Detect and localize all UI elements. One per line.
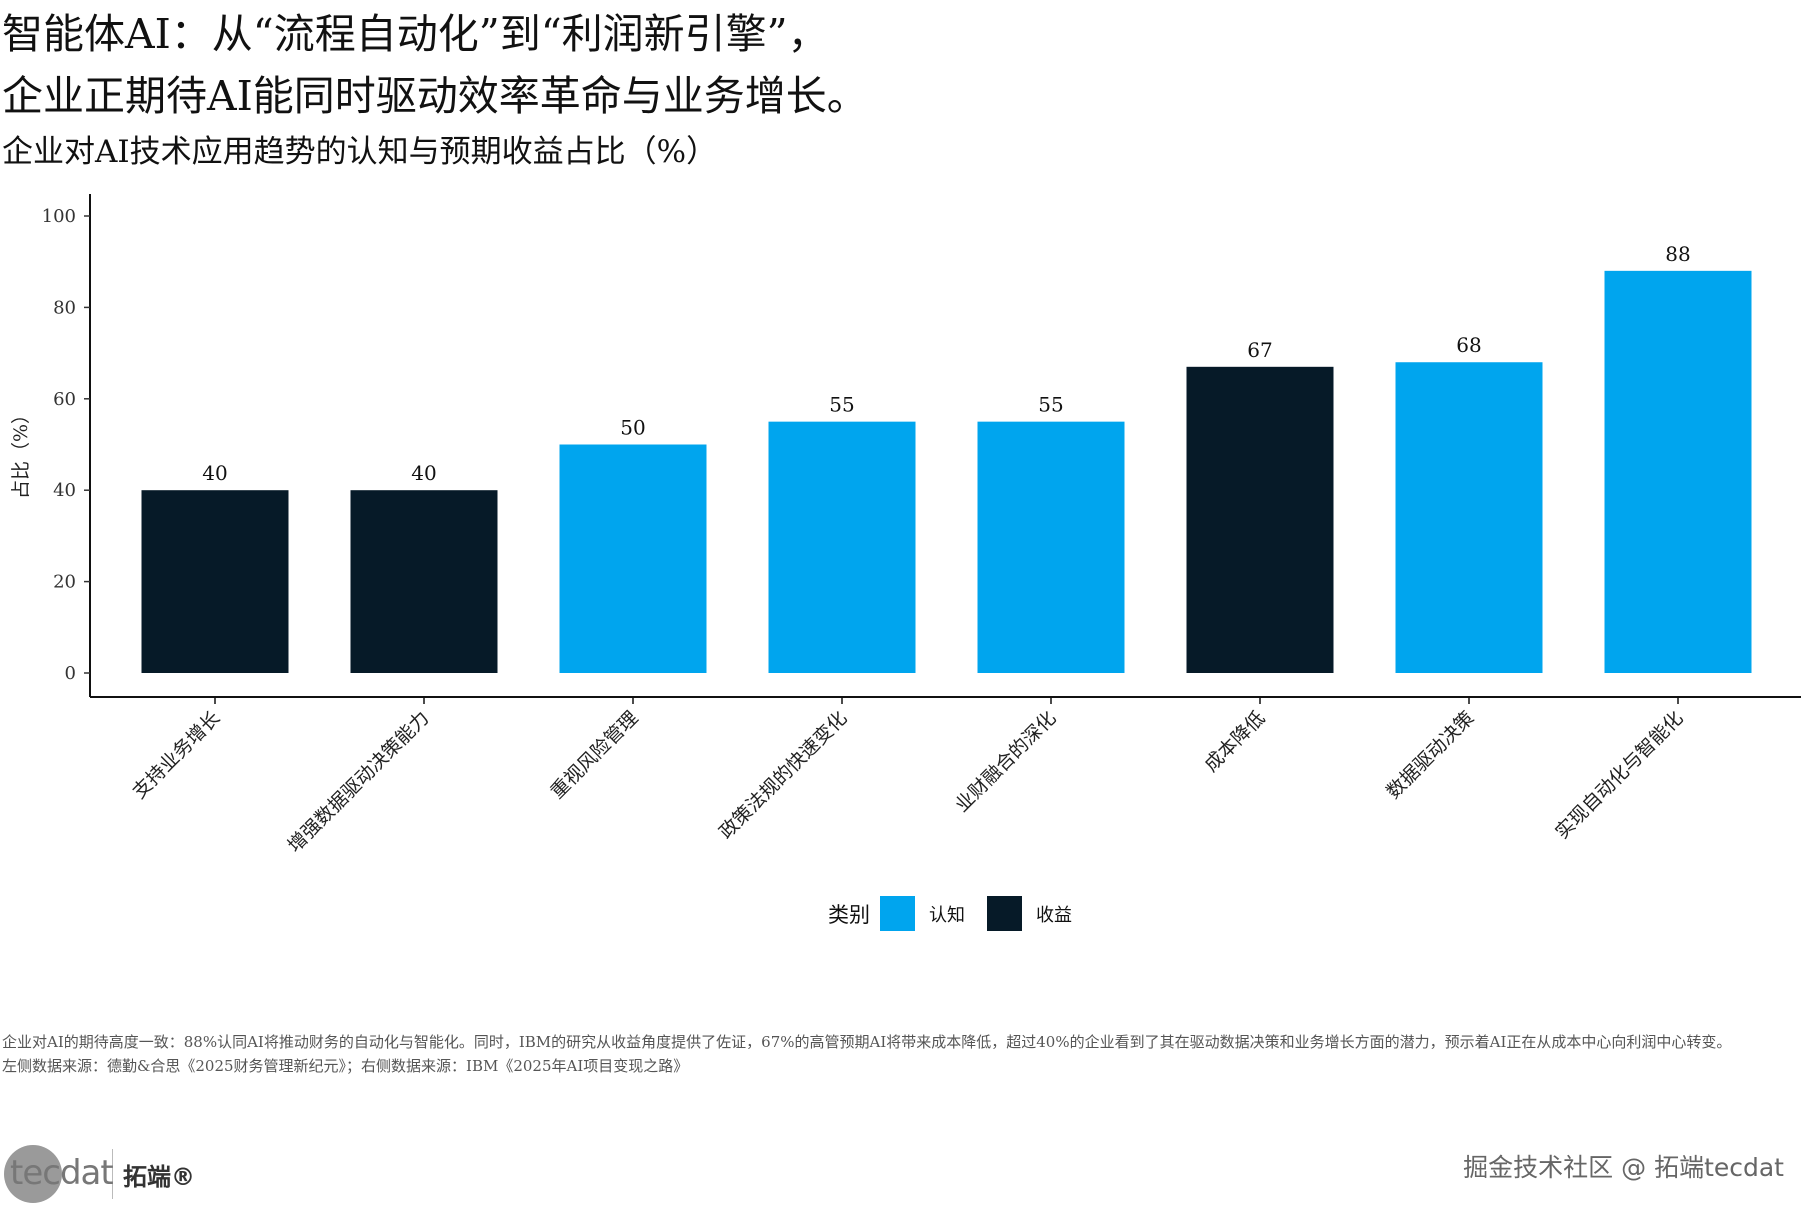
footnote: 企业对AI的期待高度一致：88%认同AI将推动财务的自动化与智能化。同时，IBM… xyxy=(2,1033,1732,1051)
legend: 类别 认知 收益 xyxy=(828,896,1084,931)
bar-value-label: 50 xyxy=(620,416,645,440)
bar-8 xyxy=(1604,270,1752,673)
tecdat-logo: tecdat 拓端® xyxy=(4,1145,195,1203)
x-tick-label: 重视风险管理 xyxy=(546,707,642,803)
bar-1 xyxy=(141,490,289,673)
bar-value-label: 88 xyxy=(1665,242,1690,266)
data-source: 左侧数据来源：德勤&合思《2025财务管理新纪元》；右侧数据来源：IBM《202… xyxy=(2,1057,689,1075)
bar-value-label: 67 xyxy=(1247,338,1272,362)
watermark: 掘金技术社区 @ 拓端tecdat xyxy=(1463,1153,1784,1182)
x-tick-label: 成本降低 xyxy=(1200,707,1269,776)
y-tick-label: 0 xyxy=(65,663,76,684)
x-tick-label: 数据驱动决策 xyxy=(1382,707,1478,803)
bar-4 xyxy=(768,421,916,673)
y-tick-label: 20 xyxy=(53,572,76,593)
y-axis-title: 占比（%） xyxy=(10,405,32,499)
legend-title: 类别 xyxy=(828,902,870,927)
logo-divider xyxy=(112,1149,113,1199)
x-tick-label: 政策法规的快速变化 xyxy=(715,707,851,843)
bar-2 xyxy=(350,490,498,673)
legend-label-cognition: 认知 xyxy=(929,904,965,926)
x-tick-label: 增强数据驱动决策能力 xyxy=(284,707,434,857)
logo-circle xyxy=(4,1145,62,1203)
bar-7 xyxy=(1395,362,1543,673)
bar-5 xyxy=(977,421,1125,673)
x-tick-label: 业财融合的深化 xyxy=(951,707,1061,817)
bar-value-label: 40 xyxy=(202,461,227,485)
title-line-1: 智能体AI：从“流程自动化”到“利润新引擎”， xyxy=(2,10,829,58)
chart-subtitle: 企业对AI技术应用趋势的认知与预期收益占比（%） xyxy=(2,134,718,170)
legend-label-benefit: 收益 xyxy=(1036,904,1072,926)
legend-swatch-benefit xyxy=(987,896,1022,931)
y-tick-label: 40 xyxy=(53,480,76,501)
bar-6 xyxy=(1186,366,1334,673)
logo-cn: 拓端® xyxy=(123,1162,195,1191)
bar-value-label: 68 xyxy=(1456,333,1481,357)
y-tick-label: 80 xyxy=(53,297,76,318)
x-tick-label: 支持业务增长 xyxy=(128,707,224,803)
title-line-2: 企业正期待AI能同时驱动效率革命与业务增长。 xyxy=(2,72,868,120)
bar-value-label: 55 xyxy=(829,393,854,417)
bar-3 xyxy=(559,444,707,673)
logo-wordmark: tecdat xyxy=(10,1153,114,1193)
bar-value-label: 40 xyxy=(411,461,436,485)
legend-swatch-cognition xyxy=(880,896,915,931)
y-tick-label: 100 xyxy=(42,206,76,227)
x-tick-label: 实现自动化与智能化 xyxy=(1551,707,1687,843)
bar-value-label: 55 xyxy=(1038,393,1063,417)
y-tick-label: 60 xyxy=(53,389,76,410)
